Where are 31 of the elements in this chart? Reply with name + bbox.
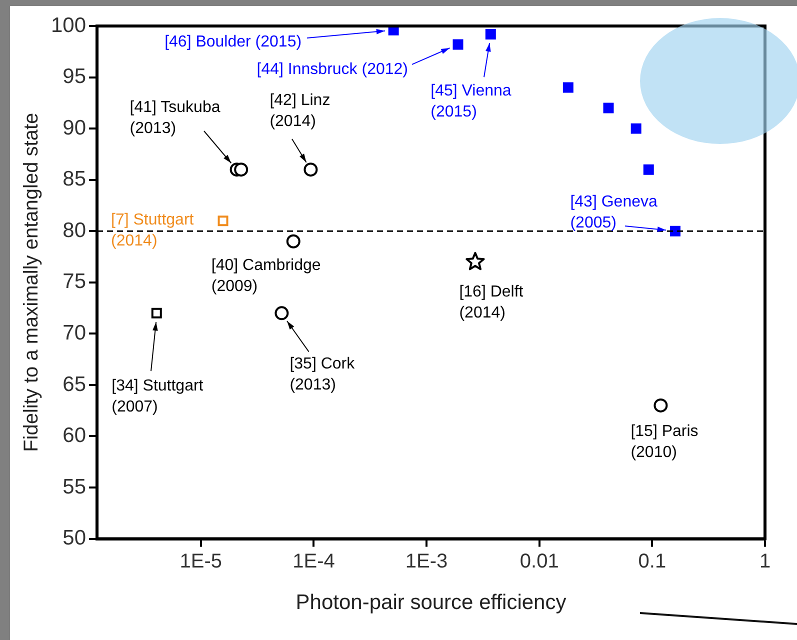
y-tick-label: 95	[62, 65, 86, 88]
annotation: [44] Innsbruck (2012)	[256, 60, 408, 78]
y-axis-title: Fidelity to a maximally entangled state	[20, 112, 43, 452]
y-tick-label: 100	[50, 14, 86, 37]
annotation: [46] Boulder (2015)	[164, 34, 302, 51]
x-tick-label: 1E-5	[180, 550, 222, 572]
annotation: [35] Cork (2013)	[290, 356, 356, 394]
annotation: [34] Stuttgart (2007)	[112, 378, 204, 416]
y-tick-label: 50	[62, 526, 86, 550]
annotation: [7] Stuttgart (2014)	[111, 211, 194, 250]
y-tick-label: 90	[62, 116, 86, 140]
annotation: [16] Delft (2014)	[459, 283, 524, 322]
annotation: [40] Cambridge (2009)	[211, 256, 321, 295]
x-axis-title: Photon-pair source efficiency	[296, 591, 567, 614]
annotation: [15] Paris (2010)	[630, 422, 698, 461]
x-tick-label: 1	[759, 550, 771, 572]
y-tick-label: 65	[62, 372, 86, 396]
y-tick-label: 80	[62, 218, 86, 242]
annotation: [45] Vienna (2015)	[430, 82, 512, 121]
y-tick-label: 60	[62, 424, 86, 448]
annotation: [42] Linz (2014)	[270, 92, 330, 130]
x-tick-label: 0.1	[638, 550, 666, 572]
x-tick-label: 1E-3	[405, 550, 448, 572]
annotation: [41] Tsukuba (2013)	[130, 98, 220, 137]
annotation: [43] Geneva (2005)	[570, 194, 658, 232]
x-tick-label: 1E-4	[292, 550, 335, 572]
x-tick-label: 0.01	[520, 550, 559, 572]
y-tick-label: 75	[62, 270, 86, 294]
y-tick-label: 55	[62, 475, 86, 498]
y-tick-label: 85	[62, 168, 86, 191]
y-tick-label: 70	[62, 321, 86, 344]
